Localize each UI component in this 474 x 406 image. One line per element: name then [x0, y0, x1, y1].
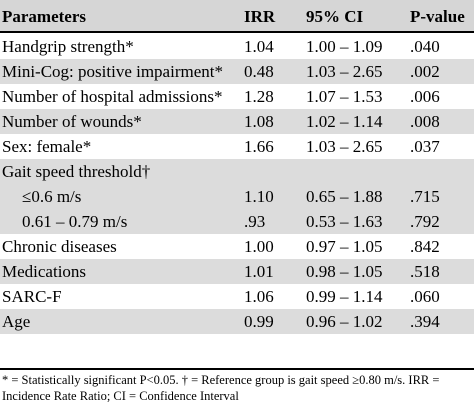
- table-row: Mini-Cog: positive impairment* 0.48 1.03…: [0, 59, 474, 84]
- row-p-value: .037: [410, 137, 440, 156]
- table-row: Number of wounds* 1.08 1.02 – 1.14 .008: [0, 109, 474, 134]
- row-irr: 1.01: [244, 262, 274, 281]
- row-irr: 1.04: [244, 37, 274, 56]
- row-ci: 0.99 – 1.14: [306, 287, 383, 306]
- row-p-value: .518: [410, 262, 440, 281]
- row-parameter: Number of hospital admissions*: [2, 87, 223, 106]
- row-parameter: Mini-Cog: positive impairment*: [2, 62, 223, 81]
- row-p-value: .842: [410, 237, 440, 256]
- table-row: Number of hospital admissions* 1.28 1.07…: [0, 84, 474, 109]
- header-parameters: Parameters: [2, 7, 87, 26]
- table-row: Gait speed threshold†: [0, 159, 474, 184]
- row-ci: 0.65 – 1.88: [306, 187, 383, 206]
- row-parameter: Gait speed threshold†: [2, 162, 151, 181]
- table-footnote: * = Statistically significant P<0.05. † …: [2, 372, 472, 404]
- row-irr: 1.28: [244, 87, 274, 106]
- table-bottom-rule: [0, 368, 474, 370]
- table-row: ≤0.6 m/s 1.10 0.65 – 1.88 .715: [0, 184, 474, 209]
- row-ci: 1.03 – 2.65: [306, 62, 383, 81]
- row-irr: 1.66: [244, 137, 274, 156]
- row-parameter: ≤0.6 m/s: [22, 187, 82, 206]
- row-ci: 1.00 – 1.09: [306, 37, 383, 56]
- row-parameter: Handgrip strength*: [2, 37, 134, 56]
- table-row: Medications 1.01 0.98 – 1.05 .518: [0, 259, 474, 284]
- row-p-value: .394: [410, 312, 440, 331]
- header-p-value: P-value: [410, 7, 465, 26]
- row-p-value: .040: [410, 37, 440, 56]
- row-irr: 1.06: [244, 287, 274, 306]
- row-p-value: .006: [410, 87, 440, 106]
- row-p-value: .060: [410, 287, 440, 306]
- row-parameter: Number of wounds*: [2, 112, 142, 131]
- header-ci: 95% CI: [306, 7, 364, 26]
- row-parameter: Sex: female*: [2, 137, 92, 156]
- row-p-value: .792: [410, 212, 440, 231]
- row-ci: 1.02 – 1.14: [306, 112, 383, 131]
- row-parameter: Chronic diseases: [2, 237, 117, 256]
- row-irr: 1.00: [244, 237, 274, 256]
- row-irr: 0.99: [244, 312, 274, 331]
- row-ci: 0.98 – 1.05: [306, 262, 383, 281]
- row-ci: 1.07 – 1.53: [306, 87, 383, 106]
- row-irr: 1.10: [244, 187, 274, 206]
- table-header: Parameters IRR 95% CI P-value: [0, 0, 474, 33]
- table-row: SARC-F 1.06 0.99 – 1.14 .060: [0, 284, 474, 309]
- row-p-value: .715: [410, 187, 440, 206]
- row-parameter: Medications: [2, 262, 87, 281]
- table-row: 0.61 – 0.79 m/s .93 0.53 – 1.63 .792: [0, 209, 474, 234]
- row-parameter: Age: [2, 312, 31, 331]
- row-parameter: SARC-F: [2, 287, 62, 306]
- row-p-value: .008: [410, 112, 440, 131]
- row-irr: .93: [244, 212, 266, 231]
- row-ci: 0.96 – 1.02: [306, 312, 383, 331]
- row-ci: 1.03 – 2.65: [306, 137, 383, 156]
- row-parameter: 0.61 – 0.79 m/s: [22, 212, 128, 231]
- table-row: Sex: female* 1.66 1.03 – 2.65 .037: [0, 134, 474, 159]
- row-irr: 1.08: [244, 112, 274, 131]
- row-ci: 0.97 – 1.05: [306, 237, 383, 256]
- header-irr: IRR: [244, 7, 276, 26]
- table-row: Handgrip strength* 1.04 1.00 – 1.09 .040: [0, 34, 474, 59]
- footnote-line-1: * = Statistically significant P<0.05. † …: [2, 373, 440, 387]
- row-irr: 0.48: [244, 62, 274, 81]
- row-ci: 0.53 – 1.63: [306, 212, 383, 231]
- table-row: Age 0.99 0.96 – 1.02 .394: [0, 309, 474, 334]
- row-p-value: .002: [410, 62, 440, 81]
- table-row: Chronic diseases 1.00 0.97 – 1.05 .842: [0, 234, 474, 259]
- footnote-line-2: Incidence Rate Ratio; CI = Confidence In…: [2, 389, 239, 403]
